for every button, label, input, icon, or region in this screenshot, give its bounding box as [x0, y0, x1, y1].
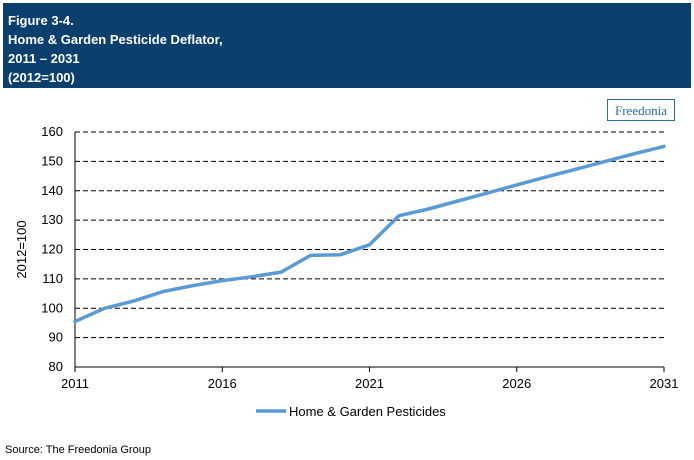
y-tick-label-110: 110 [42, 271, 63, 286]
figure-base: (2012=100) [8, 70, 75, 85]
line-chart: 80 90 100 110 120 130 140 150 160 2011 2016 2021 202… [14, 124, 679, 419]
y-tick-label-120: 120 [41, 242, 63, 257]
y-tick-label-140: 140 [41, 183, 63, 198]
y-tick-label-130: 130 [41, 212, 63, 227]
figure-title: Home & Garden Pesticide Deflator, [8, 32, 223, 47]
y-tick-label-150: 150 [41, 153, 63, 168]
y-tick-label-80: 80 [49, 359, 63, 374]
source-note: Source: The Freedonia Group [5, 444, 151, 456]
figure-years: 2011 – 2031 [8, 51, 80, 66]
x-tick-label-2031: 2031 [650, 376, 679, 391]
x-tick-label-2026: 2026 [502, 376, 531, 391]
series-line-0 [73, 144, 666, 324]
x-tick-label-2011: 2011 [61, 376, 89, 391]
y-axis-label: 2012=100 [14, 220, 29, 278]
figure-number: Figure 3-4. [8, 13, 74, 28]
y-tick-label-160: 160 [41, 124, 63, 139]
freedonia-logo: Freedonia [607, 99, 675, 121]
y-tick-label-100: 100 [41, 300, 63, 315]
x-tick-label-2021: 2021 [355, 376, 384, 391]
x-tick-label-2016: 2016 [208, 376, 237, 391]
y-tick-label-90: 90 [49, 330, 63, 345]
figure-header: Figure 3-4. Home & Garden Pesticide Defl… [3, 3, 691, 88]
legend-label-0: Home & Garden Pesticides [289, 404, 446, 419]
